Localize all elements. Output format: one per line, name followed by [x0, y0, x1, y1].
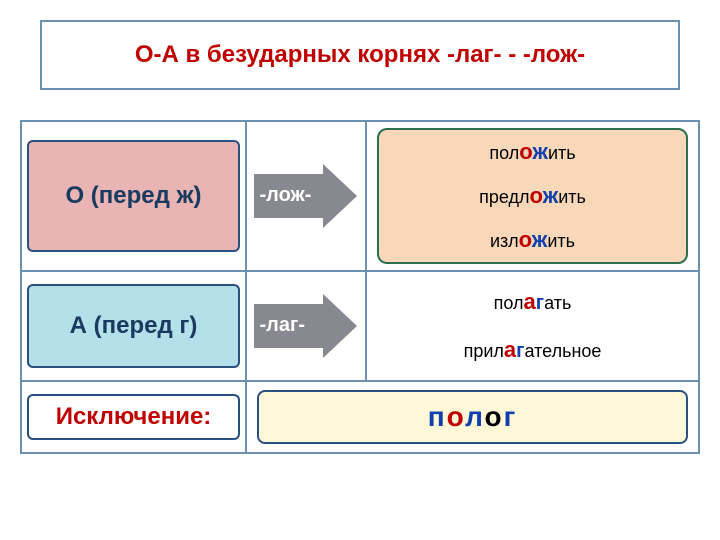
cell-examples-lozh: положить предложить изложить: [367, 122, 698, 270]
cell-examples-lag: полагать прилагательное: [367, 272, 698, 380]
exception-word: полог: [428, 401, 518, 433]
exception-word-box: полог: [257, 390, 688, 444]
exception-badge: Исключение:: [27, 394, 240, 440]
title-box: О-А в безударных корнях -лаг- - -лож-: [40, 20, 680, 90]
exception-label: Исключение:: [56, 403, 212, 431]
rule-badge-a: А (перед г): [27, 284, 240, 368]
arrow-label-lozh: -лож-: [260, 184, 312, 207]
row-lag: А (перед г) -лаг- полагать прилагательно…: [22, 272, 698, 382]
rule-badge-o: О (перед ж): [27, 140, 240, 252]
row-exception: Исключение: полог: [22, 382, 698, 452]
cell-exception-label: Исключение:: [22, 382, 247, 452]
cell-exception-word: полог: [247, 382, 698, 452]
rules-table: О (перед ж) -лож- положить предложить из…: [20, 120, 700, 454]
examples-box-lozh: положить предложить изложить: [377, 128, 688, 264]
example-word: полагать: [494, 289, 572, 315]
cell-rule-o: О (перед ж): [22, 122, 247, 270]
cell-arrow-lag: -лаг-: [247, 272, 367, 380]
examples-box-lag: полагать прилагательное: [377, 278, 688, 374]
example-word: прилагательное: [464, 337, 602, 363]
cell-arrow-lozh: -лож-: [247, 122, 367, 270]
example-word: изложить: [490, 227, 575, 253]
rule-label-o: О (перед ж): [65, 182, 201, 210]
example-word: положить: [489, 139, 575, 165]
arrow-icon: -лож-: [254, 164, 359, 228]
cell-rule-a: А (перед г): [22, 272, 247, 380]
title-text: О-А в безударных корнях -лаг- - -лож-: [135, 41, 585, 69]
example-word: предложить: [479, 183, 586, 209]
arrow-label-lag: -лаг-: [260, 314, 305, 337]
arrow-icon: -лаг-: [254, 294, 359, 358]
row-lozh: О (перед ж) -лож- положить предложить из…: [22, 122, 698, 272]
rule-label-a: А (перед г): [70, 312, 198, 340]
